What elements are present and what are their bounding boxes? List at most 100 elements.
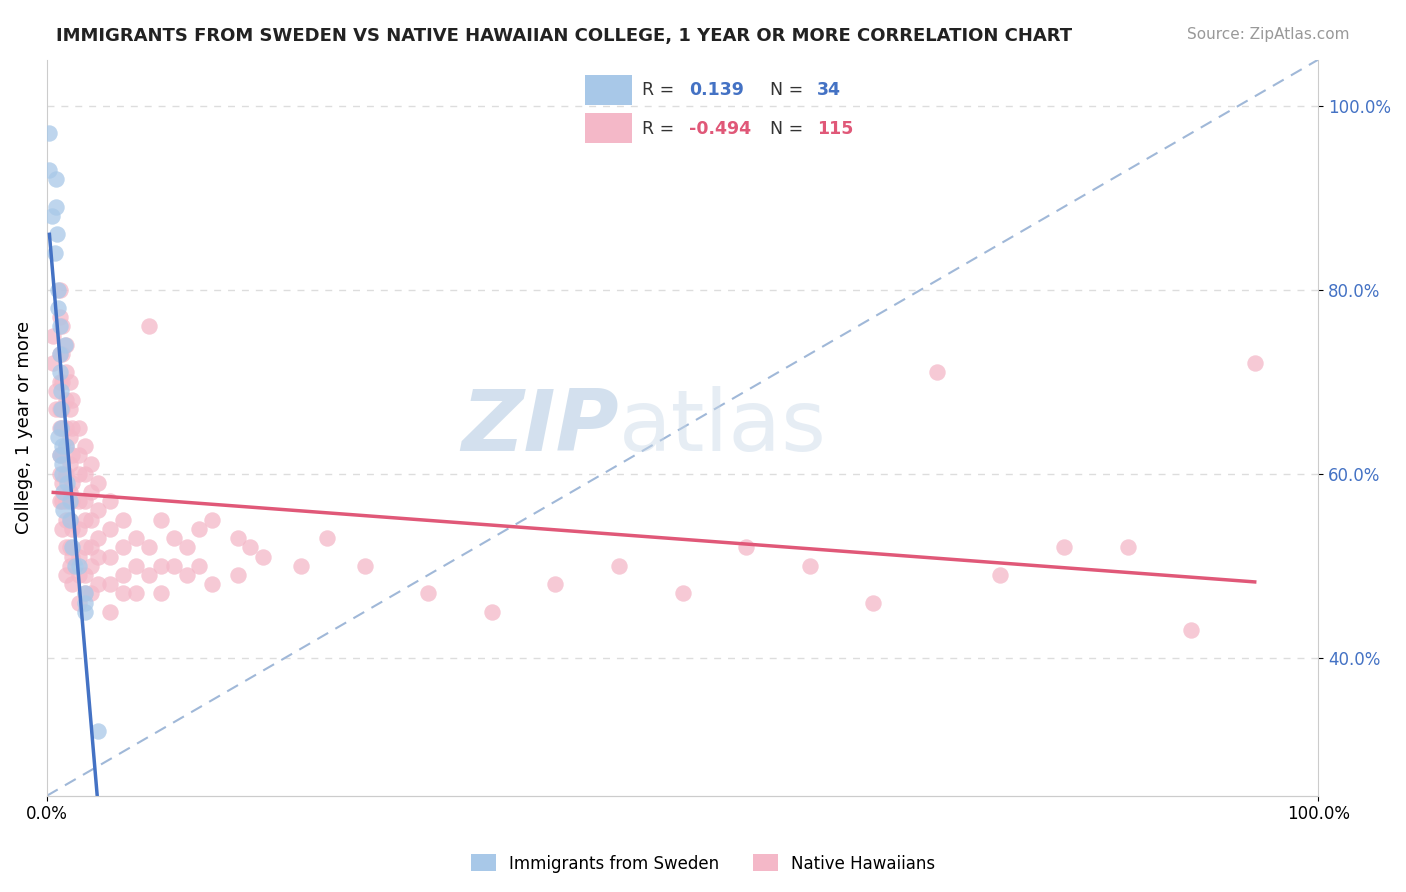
Point (48, 366, 70, 380)
Point (60, 541, 83, 555)
Point (48, 448, 70, 462)
Point (226, 531, 249, 545)
Point (46, 283, 69, 297)
Point (67, 549, 90, 564)
Point (73, 494, 96, 508)
Point (87, 724, 110, 739)
Point (67, 558, 90, 573)
Point (100, 549, 122, 564)
Point (55, 541, 77, 555)
Point (80, 586, 103, 600)
Point (188, 522, 211, 536)
Point (51, 467, 73, 481)
Point (138, 319, 160, 334)
Point (48, 283, 70, 297)
Point (44, 245, 66, 260)
Point (38, 163, 60, 178)
Point (51, 420, 73, 434)
Point (163, 558, 186, 573)
Point (150, 558, 173, 573)
Point (1243, 356, 1265, 370)
Point (51, 458, 73, 472)
Point (990, 568, 1012, 582)
Point (63, 558, 86, 573)
Point (188, 558, 211, 573)
Point (52, 503, 75, 517)
Point (59, 402, 82, 417)
Point (125, 558, 148, 573)
Point (55, 568, 77, 582)
Point (55, 494, 77, 508)
Point (60, 420, 83, 434)
Text: IMMIGRANTS FROM SWEDEN VS NATIVE HAWAIIAN COLLEGE, 1 YEAR OR MORE CORRELATION CH: IMMIGRANTS FROM SWEDEN VS NATIVE HAWAIIA… (56, 27, 1073, 45)
Point (60, 577, 83, 591)
Point (418, 586, 440, 600)
Point (138, 568, 160, 582)
Point (67, 467, 90, 481)
Point (55, 420, 77, 434)
Point (87, 549, 110, 564)
Point (59, 558, 82, 573)
Point (56, 475, 79, 490)
Point (55, 467, 77, 481)
Point (481, 605, 503, 619)
Point (73, 595, 96, 609)
Point (87, 503, 110, 517)
Point (87, 475, 110, 490)
Point (201, 577, 224, 591)
Point (73, 541, 96, 555)
Point (73, 439, 96, 453)
Point (48, 420, 70, 434)
Point (112, 513, 135, 527)
Point (59, 458, 82, 472)
Point (45, 384, 67, 398)
Point (60, 522, 83, 536)
Point (38, 126, 60, 140)
Point (59, 430, 82, 444)
Point (55, 338, 77, 352)
Point (290, 558, 312, 573)
Point (48, 402, 70, 417)
Point (46, 227, 69, 242)
Point (67, 568, 90, 582)
Point (138, 541, 160, 555)
Point (252, 549, 274, 564)
Point (49, 402, 72, 417)
Point (1116, 541, 1139, 555)
Point (51, 402, 73, 417)
Point (59, 513, 82, 527)
Point (100, 494, 122, 508)
Point (49, 420, 72, 434)
Point (73, 586, 96, 600)
Point (51, 319, 73, 334)
Point (51, 347, 73, 361)
Point (45, 172, 67, 186)
Point (51, 448, 73, 462)
Point (48, 448, 70, 462)
Point (73, 467, 96, 481)
Point (176, 568, 198, 582)
Point (80, 541, 103, 555)
Point (67, 448, 90, 462)
Point (73, 568, 96, 582)
Point (201, 513, 224, 527)
Point (51, 494, 73, 508)
Point (125, 586, 148, 600)
Point (112, 586, 135, 600)
Point (100, 522, 122, 536)
Point (48, 467, 70, 481)
Point (52, 485, 75, 500)
Point (80, 513, 103, 527)
Point (315, 531, 337, 545)
Point (45, 402, 67, 417)
Point (51, 375, 73, 389)
Text: ZIP: ZIP (461, 386, 619, 469)
Point (60, 475, 83, 490)
Point (48, 347, 70, 361)
Point (100, 577, 122, 591)
Point (67, 494, 90, 508)
Point (73, 605, 96, 619)
Point (607, 558, 630, 573)
Point (67, 420, 90, 434)
Point (73, 513, 96, 527)
